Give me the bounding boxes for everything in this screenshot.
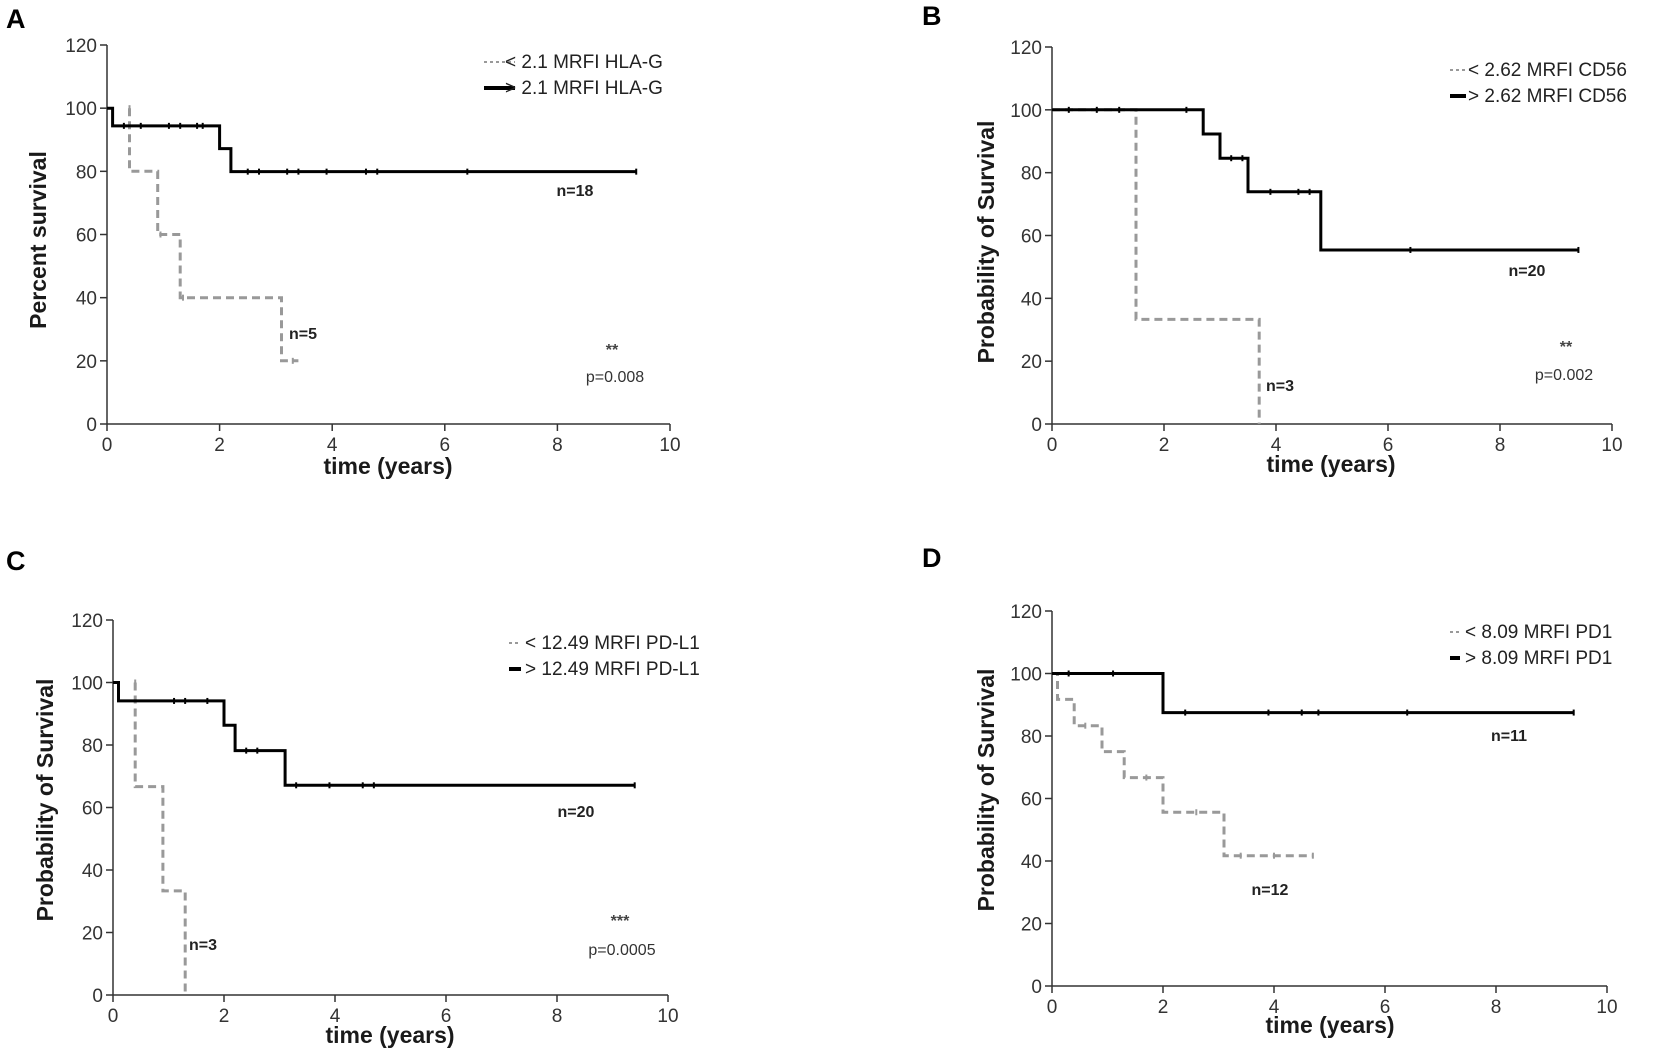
x-tick-label: 4	[327, 435, 338, 456]
y-tick-label: 60	[82, 799, 103, 820]
p-value-label: p=0.0005	[588, 942, 655, 959]
legend-entry: > 2.62 MRFI CD56	[1468, 86, 1627, 107]
y-tick-label: 80	[82, 736, 103, 757]
panel-letter: D	[922, 543, 942, 573]
x-tick-label: 8	[1491, 997, 1502, 1018]
n-label-high: n=20	[1509, 263, 1546, 280]
n-label-low: n=5	[289, 326, 317, 343]
x-tick-label: 4	[1269, 997, 1280, 1018]
y-tick-label: 120	[65, 36, 97, 57]
y-tick-label: 80	[1021, 727, 1042, 748]
y-tick-label: 0	[1031, 977, 1042, 998]
y-tick-label: 0	[86, 415, 97, 436]
legend-entry: < 2.62 MRFI CD56	[1468, 60, 1627, 81]
y-tick-label: 0	[1031, 415, 1042, 436]
y-tick-label: 120	[71, 611, 103, 632]
y-tick-label: 60	[76, 226, 97, 247]
x-tick-label: 2	[219, 1006, 230, 1027]
legend-entry: > 12.49 MRFI PD-L1	[525, 659, 700, 680]
x-tick-label: 6	[440, 435, 451, 456]
y-tick-label: 40	[1021, 289, 1042, 310]
n-label-low: n=3	[1266, 378, 1294, 395]
panel-letter: C	[6, 546, 26, 576]
y-tick-label: 80	[1021, 164, 1042, 185]
x-tick-label: 10	[657, 1006, 678, 1027]
y-axis-title: Probability of Survival	[32, 679, 58, 922]
n-label-high: n=11	[1491, 728, 1527, 745]
y-tick-label: 40	[76, 289, 97, 310]
y-tick-label: 20	[76, 352, 97, 373]
x-tick-label: 10	[1596, 997, 1617, 1018]
x-tick-label: 4	[330, 1006, 341, 1027]
x-tick-label: 2	[1159, 435, 1170, 456]
y-axis-title: Percent survival	[25, 151, 51, 329]
x-tick-label: 6	[441, 1006, 452, 1027]
x-tick-label: 2	[1158, 997, 1169, 1018]
survival-curve-high	[1052, 672, 1574, 715]
n-label-high: n=18	[557, 183, 594, 200]
x-axis-title: time (years)	[1265, 1012, 1394, 1038]
x-tick-label: 8	[552, 1006, 563, 1027]
x-tick-label: 10	[659, 435, 680, 456]
x-tick-label: 2	[214, 435, 225, 456]
x-axis-title: time (years)	[323, 453, 452, 479]
x-axis-title: time (years)	[325, 1022, 454, 1048]
x-axis-title: time (years)	[1266, 451, 1395, 477]
x-tick-label: 6	[1383, 435, 1394, 456]
x-tick-label: 8	[1495, 435, 1506, 456]
y-tick-label: 120	[1010, 38, 1042, 59]
x-tick-label: 10	[1601, 435, 1622, 456]
y-axis-title: Probability of Survival	[973, 121, 999, 364]
y-tick-label: 60	[1021, 227, 1042, 248]
significance-label: **	[1560, 339, 1573, 356]
y-tick-label: 120	[1010, 602, 1042, 623]
y-tick-label: 100	[1010, 665, 1042, 686]
x-tick-label: 0	[102, 435, 113, 456]
survival-curve-high	[113, 681, 635, 787]
n-label-low: n=12	[1252, 882, 1289, 899]
legend-entry: < 8.09 MRFI PD1	[1465, 622, 1612, 643]
survival-curve-low	[1052, 672, 1313, 858]
survival-curve-low	[133, 682, 187, 995]
y-tick-label: 20	[1021, 915, 1042, 936]
x-tick-label: 0	[108, 1006, 119, 1027]
y-tick-label: 20	[82, 924, 103, 945]
x-tick-label: 0	[1047, 997, 1058, 1018]
n-label-high: n=20	[558, 804, 595, 821]
significance-label: ***	[611, 913, 630, 930]
x-tick-label: 6	[1380, 997, 1391, 1018]
p-value-label: p=0.008	[586, 369, 644, 386]
survival-curve-high	[107, 106, 637, 174]
x-tick-label: 4	[1271, 435, 1282, 456]
y-tick-label: 0	[92, 986, 103, 1007]
y-axis-title: Probability of Survival	[973, 669, 999, 912]
legend-entry: > 8.09 MRFI PD1	[1465, 648, 1612, 669]
legend-entry: < 2.1 MRFI HLA-G	[505, 52, 663, 73]
y-tick-label: 20	[1021, 352, 1042, 373]
x-tick-label: 8	[552, 435, 563, 456]
panel-letter: B	[922, 1, 942, 31]
y-tick-label: 100	[1010, 101, 1042, 122]
y-tick-label: 60	[1021, 790, 1042, 811]
survival-curve-low	[128, 108, 299, 363]
p-value-label: p=0.002	[1535, 367, 1593, 384]
y-tick-label: 80	[76, 162, 97, 183]
legend-entry: < 12.49 MRFI PD-L1	[525, 633, 700, 654]
y-tick-label: 100	[71, 674, 103, 695]
y-tick-label: 40	[82, 861, 103, 882]
x-tick-label: 0	[1047, 435, 1058, 456]
legend-entry: > 2.1 MRFI HLA-G	[505, 78, 663, 99]
n-label-low: n=3	[189, 937, 217, 954]
survival-curve-high	[1052, 108, 1579, 252]
significance-label: **	[606, 342, 619, 359]
y-tick-label: 40	[1021, 852, 1042, 873]
panel-letter: A	[6, 4, 26, 34]
y-tick-label: 100	[65, 99, 97, 120]
